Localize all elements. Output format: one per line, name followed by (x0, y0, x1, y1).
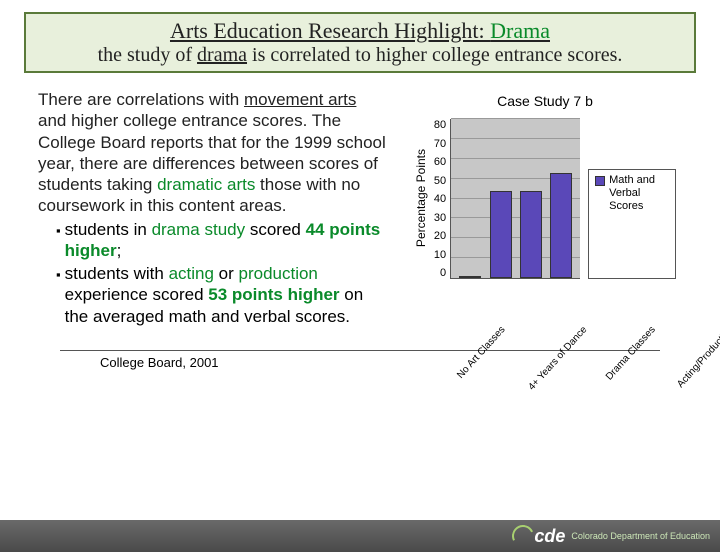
bullet-icon: ▪ (56, 223, 61, 262)
legend: Math and Verbal Scores (588, 169, 676, 279)
logo-mark: cde (534, 526, 565, 547)
y-ticks: 80 70 60 50 40 30 20 10 0 (434, 119, 450, 279)
header-subtitle: the study of drama is correlated to high… (36, 44, 684, 67)
title-drama: Drama (490, 18, 550, 43)
bullet-2: ▪ students with acting or production exp… (56, 263, 388, 327)
y-axis-label: Percentage Points (414, 149, 428, 247)
content-row: There are correlations with movement art… (0, 81, 720, 336)
chart-title: Case Study 7 b (497, 93, 593, 109)
bar (520, 191, 542, 278)
legend-swatch (595, 176, 605, 186)
text-column: There are correlations with movement art… (24, 81, 394, 336)
paragraph: There are correlations with movement art… (38, 89, 388, 217)
cde-logo: cde Colorado Department of Education (512, 525, 710, 547)
logo-arc-icon (509, 522, 537, 550)
chart-column: Case Study 7 b Percentage Points 80 70 6… (394, 81, 696, 336)
header-title: Arts Education Research Highlight: Drama (36, 18, 684, 44)
bullet-icon: ▪ (56, 267, 61, 327)
bar-plot (450, 119, 580, 279)
x-labels: No Art Classes4+ Years of DanceDrama Cla… (434, 279, 564, 336)
bar (550, 173, 572, 278)
logo-text: Colorado Department of Education (571, 532, 710, 541)
x-label: No Art Classes (456, 325, 508, 381)
chart-wrap: Percentage Points 80 70 60 50 40 30 20 1… (414, 119, 676, 336)
header-box: Arts Education Research Highlight: Drama… (24, 12, 696, 73)
bar (459, 276, 481, 278)
bullet-1: ▪ students in drama study scored 44 poin… (56, 219, 388, 262)
footer-bar: cde Colorado Department of Education (0, 520, 720, 552)
legend-text: Math and Verbal Scores (609, 174, 669, 214)
title-prefix: Arts Education Research Highlight: (170, 18, 490, 43)
bar (490, 191, 512, 278)
